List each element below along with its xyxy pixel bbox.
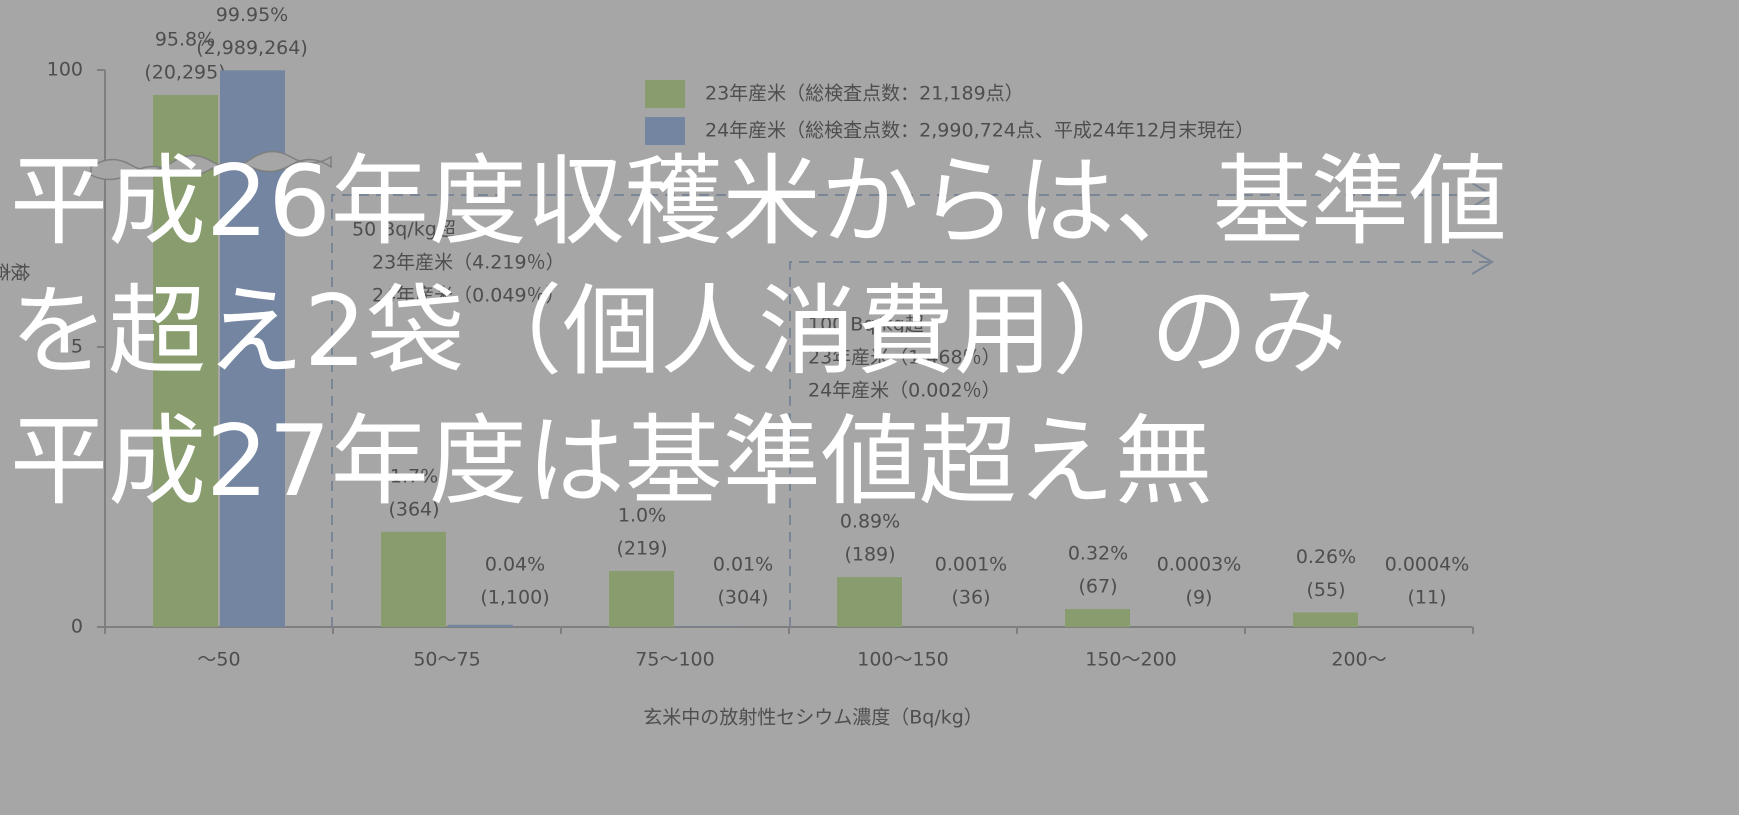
count-label: (1,100) <box>480 587 549 609</box>
count-label: (20,295) <box>144 61 225 83</box>
value-label: 0.0003% <box>1157 554 1242 576</box>
x-tick-label: 〜50 <box>197 649 240 671</box>
bar <box>381 531 446 627</box>
bar <box>153 94 218 627</box>
value-label: 0.01% <box>713 554 773 576</box>
value-label: 1.0% <box>618 505 666 527</box>
annotation-line: 24年産米（0.049％） <box>372 285 565 307</box>
arrow <box>1471 182 1494 208</box>
overlay-text: 平成27年度は基準値超え無 <box>10 405 1213 519</box>
value-label: 0.04% <box>485 554 545 576</box>
y-tick-label: 100 <box>47 59 83 81</box>
bar <box>448 624 513 627</box>
x-tick-label: 150〜200 <box>1085 649 1177 671</box>
count-label: (2,989,264) <box>196 37 308 59</box>
count-label: (55) <box>1306 579 1345 601</box>
value-label: 0.26% <box>1296 546 1356 568</box>
y-tick-label: 0 <box>71 616 83 638</box>
legend-swatch <box>645 117 685 145</box>
count-label: (67) <box>1078 576 1117 598</box>
arrow <box>1471 249 1494 275</box>
x-tick-label: 50〜75 <box>413 649 480 671</box>
x-axis-title: 玄米中の放射性セシウム濃度（Bq/kg） <box>643 707 983 729</box>
overlay-text: 平成26年度収穫米からは、基準値 <box>10 145 1507 259</box>
count-label: (364) <box>388 498 439 520</box>
count-label: (11) <box>1407 587 1446 609</box>
bar <box>1293 612 1358 627</box>
annotation-title: 100 Bq/kg超 <box>808 314 924 336</box>
legend-swatch <box>645 80 685 108</box>
value-label: 1.7% <box>390 465 438 487</box>
value-label: 95.8% <box>155 28 215 50</box>
annotation-guides <box>331 194 1490 627</box>
guide-100 <box>789 261 1490 627</box>
overlay-text: を超え2袋（個人消費用）のみ <box>10 275 1346 389</box>
bar <box>1065 609 1130 627</box>
legend-label: 23年産米（総検査点数：21,189点） <box>705 83 1024 105</box>
x-tick-label: 100〜150 <box>857 649 949 671</box>
annotation-line: 24年産米（0.002％） <box>808 380 1001 402</box>
value-label: 0.001% <box>935 554 1007 576</box>
count-label: (36) <box>951 587 990 609</box>
x-tick-label: 75〜100 <box>635 649 714 671</box>
y-tick-label: 5 <box>71 336 83 358</box>
bar <box>609 571 674 627</box>
value-label: 0.0004% <box>1385 554 1470 576</box>
arrows <box>1471 182 1494 275</box>
count-label: (219) <box>616 538 667 560</box>
bar <box>676 626 741 627</box>
count-label: (189) <box>844 544 895 566</box>
value-label: 0.32% <box>1068 543 1128 565</box>
value-label: 0.89% <box>840 511 900 533</box>
count-label: (9) <box>1186 587 1213 609</box>
x-tick-label: 200〜 <box>1331 649 1386 671</box>
annotation-title: 50 Bq/kg超 <box>352 219 456 241</box>
legend-label: 24年産米（総検査点数：2,990,724点、平成24年12月末現在） <box>705 120 1254 142</box>
y-axis-title: 検査点数の割合（%） <box>0 260 30 282</box>
annotation-line: 23年産米（1.468％） <box>808 347 1001 369</box>
annotation-line: 23年産米（4.219％） <box>372 252 565 274</box>
axis-break <box>90 150 332 181</box>
bar <box>837 577 902 627</box>
count-label: (304) <box>717 587 768 609</box>
guide-50 <box>331 194 1490 627</box>
value-label: 99.95% <box>216 4 288 26</box>
